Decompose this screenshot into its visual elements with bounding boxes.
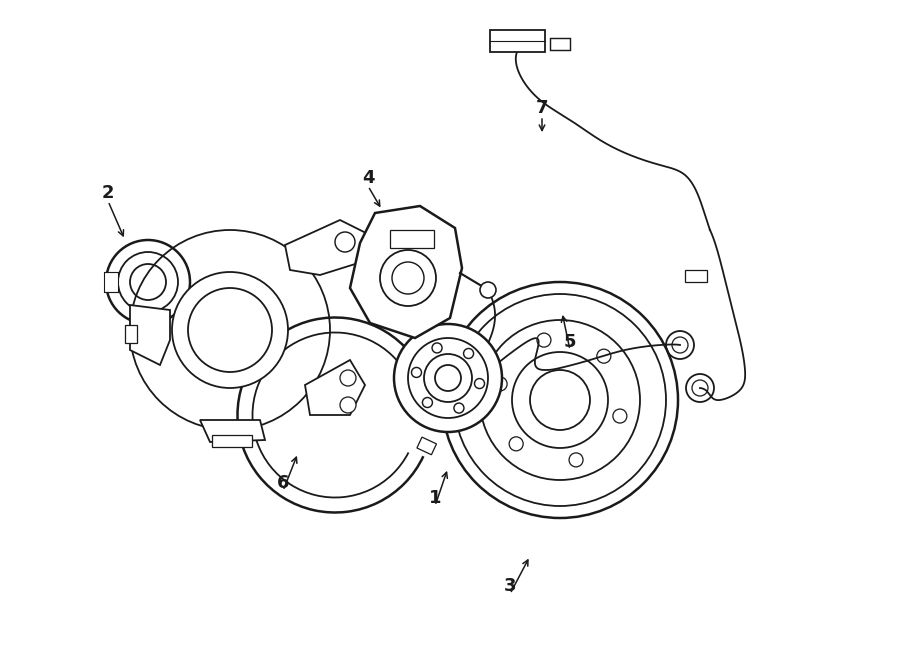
- Text: 6: 6: [277, 474, 289, 492]
- Text: 4: 4: [362, 169, 374, 187]
- Bar: [417, 437, 436, 455]
- Polygon shape: [130, 305, 170, 365]
- Polygon shape: [200, 420, 265, 442]
- Circle shape: [172, 272, 288, 388]
- Bar: [490, 30, 545, 52]
- Circle shape: [464, 348, 473, 358]
- Circle shape: [454, 403, 464, 413]
- Bar: [125, 325, 137, 343]
- Circle shape: [432, 343, 442, 353]
- Bar: [412, 348, 431, 366]
- Circle shape: [411, 368, 421, 377]
- Text: 5: 5: [563, 333, 576, 351]
- Text: 7: 7: [536, 99, 548, 117]
- Circle shape: [480, 282, 496, 298]
- Circle shape: [335, 232, 355, 252]
- Text: 1: 1: [428, 489, 441, 507]
- Circle shape: [340, 397, 356, 413]
- Circle shape: [380, 250, 436, 306]
- Bar: [390, 230, 434, 248]
- Text: 3: 3: [504, 577, 517, 595]
- Polygon shape: [285, 220, 370, 275]
- Bar: [550, 38, 570, 50]
- Circle shape: [408, 338, 488, 418]
- Bar: [104, 272, 118, 292]
- Polygon shape: [350, 206, 462, 338]
- Bar: [212, 435, 252, 447]
- Circle shape: [340, 370, 356, 386]
- Circle shape: [424, 354, 472, 402]
- Bar: [685, 270, 707, 282]
- Circle shape: [474, 379, 484, 389]
- Circle shape: [422, 397, 432, 408]
- Circle shape: [394, 324, 502, 432]
- Text: 2: 2: [102, 184, 114, 202]
- Polygon shape: [305, 360, 365, 415]
